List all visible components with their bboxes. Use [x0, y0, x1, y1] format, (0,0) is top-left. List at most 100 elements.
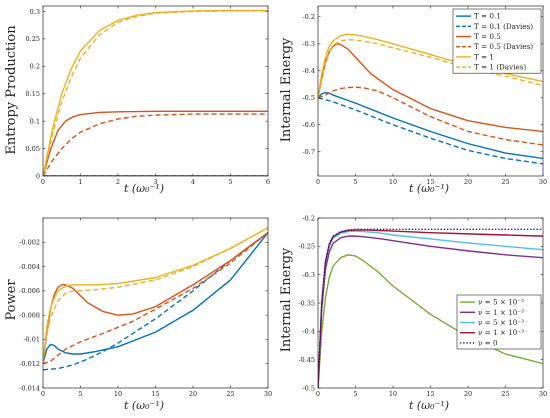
y-tick-label: 0.05 [26, 145, 40, 153]
y-tick-label: 0.15 [26, 90, 40, 98]
x-tick-label: 15 [426, 390, 434, 398]
entropy-production-panel: 0 1 2 3 4 5 6 0 0.05 0.1 0.15 0.2 0.25 0.3 Entropy Pr… [4, 5, 270, 195]
legend-label: T = 0.1 (Davies) [474, 22, 533, 31]
legend-label: T = 1 (Davies) [474, 63, 526, 72]
y-tick-label: -0.25 [298, 243, 315, 251]
x-tick-label: 20 [464, 390, 472, 398]
series-line-3 [43, 113, 268, 176]
x-tick-label: 0 [316, 178, 320, 186]
x-tick-label: 6 [266, 178, 270, 186]
y-tick-label: -0.014 [19, 384, 40, 392]
legend-label: ν = 5 × 10⁻³ [478, 318, 524, 327]
y-tick-label: 0.2 [30, 63, 40, 71]
y-tick-label: -0.2 [302, 13, 315, 21]
legend-label: T = 0.1 [474, 12, 501, 21]
y-tick-label: -0.01 [23, 336, 40, 344]
legend-label: T = 1 [474, 52, 494, 61]
legend-label: ν = 5 × 10⁻² [478, 298, 524, 307]
legend-label: ν = 1 × 10⁻² [478, 308, 524, 317]
y-axis-label: Power [4, 279, 19, 321]
series-line-2 [43, 232, 268, 364]
series-line-1 [318, 235, 543, 388]
legend-label: T = 0.5 [474, 32, 501, 41]
x-tick-label: 10 [389, 390, 397, 398]
plot-area: 0 5 10 15 20 25 30 -0.7 -0.6 -0.5 -0.4 -0.3 -0.2 T = … [302, 5, 547, 186]
x-axis-label: t (ω₀⁻¹) [409, 182, 449, 195]
x-tick-label: 30 [264, 390, 272, 398]
series-line-4 [43, 227, 268, 364]
plot-area: 0 5 10 15 20 25 30 -0.014 -0.012 -0.01 -0.008 -0.00… [19, 217, 272, 398]
legend-label: T = 0.5 (Davies) [474, 42, 533, 51]
series-line-1 [318, 97, 543, 165]
x-tick-label: 10 [114, 390, 122, 398]
x-tick-label: 15 [426, 178, 434, 186]
series-line-4 [43, 9, 268, 176]
x-axis-label: t (ω₀⁻¹) [409, 399, 449, 412]
power-panel: 0 5 10 15 20 25 30 -0.014 -0.012 -0.01 -0.008 -0.00… [4, 217, 272, 412]
x-tick-label: 20 [464, 178, 472, 186]
x-tick-label: 5 [353, 178, 357, 186]
x-tick-label: 15 [151, 390, 159, 398]
y-tick-label: -0.3 [302, 271, 315, 279]
x-tick-label: 5 [353, 390, 357, 398]
y-tick-label: 0.3 [30, 8, 40, 16]
x-tick-label: 20 [189, 390, 197, 398]
y-tick-label: -0.3 [302, 40, 315, 48]
series-line-5 [43, 10, 268, 176]
series-line-0 [318, 91, 543, 160]
x-tick-label: 5 [228, 178, 232, 186]
y-tick-label: -0.008 [19, 311, 40, 319]
x-tick-label: 10 [389, 178, 397, 186]
y-tick-label: -0.012 [19, 360, 40, 368]
y-tick-label: 0.1 [30, 117, 40, 125]
x-tick-label: 5 [78, 390, 82, 398]
y-tick-label: -0.7 [302, 148, 315, 156]
y-tick-label: -0.4 [302, 67, 315, 75]
series-line-3 [43, 232, 268, 365]
x-tick-label: 3 [153, 178, 157, 186]
y-tick-label: -0.002 [19, 239, 40, 247]
x-tick-label: 25 [501, 178, 509, 186]
series-line-0 [318, 254, 543, 388]
axes-box [42, 217, 269, 389]
y-tick-label: -0.4 [302, 328, 315, 336]
series-line-4 [318, 228, 543, 388]
y-tick-label: -0.6 [302, 121, 315, 129]
internal-energy-nu-panel: 0 5 10 15 20 25 30 -0.5 -0.45 -0.4 -0.35 -0.3 -0.25 -… [279, 214, 547, 412]
y-tick-label: -0.35 [298, 299, 315, 307]
x-tick-label: 0 [316, 390, 320, 398]
x-tick-label: 30 [539, 390, 547, 398]
x-tick-label: 0 [41, 390, 45, 398]
x-tick-label: 25 [501, 390, 509, 398]
plot-area: 0 5 10 15 20 25 30 -0.5 -0.45 -0.4 -0.35 -0.3 -0.25 -… [298, 214, 547, 398]
y-tick-label: 0 [36, 172, 40, 180]
y-tick-label: -0.45 [298, 356, 315, 364]
axes-box [42, 5, 269, 177]
series-line-2 [318, 43, 543, 133]
x-tick-label: 1 [78, 178, 82, 186]
y-tick-label: -0.5 [302, 384, 315, 392]
series-line-3 [318, 86, 543, 146]
legend: ν = 5 × 10⁻²ν = 1 × 10⁻²ν = 5 × 10⁻³ν = … [456, 294, 542, 350]
series-line-5 [43, 227, 268, 364]
y-tick-label: -0.5 [302, 94, 315, 102]
y-axis-label: Internal Energy [279, 37, 294, 142]
series-line-1 [43, 232, 268, 371]
y-axis-label: Entropy Production [4, 25, 19, 155]
y-tick-label: 0.25 [26, 35, 40, 43]
x-tick-label: 4 [191, 178, 195, 186]
legend-label: ν = 1 × 10⁻³ [478, 328, 524, 337]
y-tick-label: -0.2 [302, 214, 315, 222]
x-tick-label: 0 [41, 178, 45, 186]
x-axis-label: t (ω₀⁻¹) [124, 399, 164, 412]
series-line-2 [43, 110, 268, 176]
series-line-0 [43, 232, 268, 364]
x-tick-label: 25 [226, 390, 234, 398]
y-tick-label: -0.006 [19, 287, 40, 295]
legend-box [452, 8, 542, 74]
plot-area: 0 1 2 3 4 5 6 0 0.05 0.1 0.15 0.2 0.25 0.3 [26, 5, 270, 186]
y-axis-label: Internal Energy [279, 247, 294, 352]
legend: T = 0.1T = 0.1 (Davies)T = 0.5T = 0.5 (D… [452, 8, 542, 74]
y-tick-label: -0.004 [19, 263, 40, 271]
